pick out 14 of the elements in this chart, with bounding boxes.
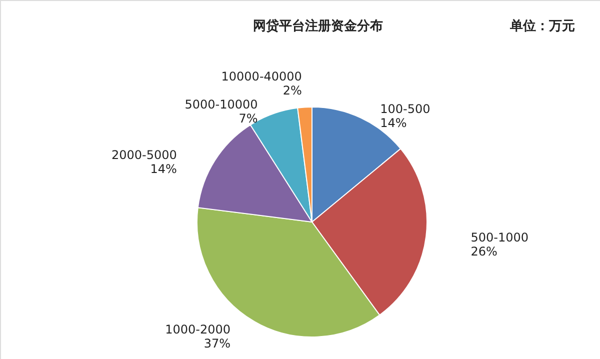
slice-label: 5000-10000: [184, 97, 258, 112]
slice-label: 500-1000: [470, 230, 529, 245]
chart-title: 网贷平台注册资金分布: [253, 18, 383, 34]
slice-label: 100-500: [380, 102, 430, 116]
data-label: 37%: [204, 336, 231, 351]
text: 单位：万元: [509, 18, 575, 34]
data-label: 14%: [150, 162, 177, 176]
slice-label: 2000-5000: [111, 148, 177, 162]
data-label: 26%: [470, 244, 498, 259]
slice-label: 10000-40000: [221, 69, 302, 84]
data-label: 14%: [380, 116, 407, 130]
slice-label: 1000-2000: [165, 322, 231, 337]
data-label: 7%: [238, 111, 258, 126]
data-label: 2%: [282, 83, 302, 98]
